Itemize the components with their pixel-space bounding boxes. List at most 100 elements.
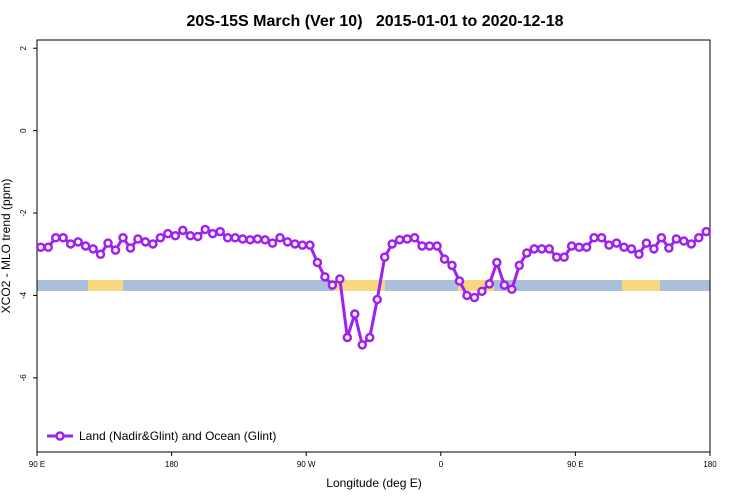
point <box>417 241 427 251</box>
point <box>230 233 240 243</box>
point <box>454 276 465 286</box>
point <box>215 226 225 237</box>
point <box>634 249 644 259</box>
point <box>581 242 592 252</box>
point <box>185 230 196 241</box>
point <box>133 234 143 244</box>
point <box>394 235 405 245</box>
x-tick-label: 90 E <box>567 460 583 469</box>
point <box>365 332 375 343</box>
x-tick-label: 180 <box>703 460 717 469</box>
point <box>522 248 532 258</box>
point <box>335 274 345 284</box>
x-axis-label: Longitude (deg E) <box>326 476 421 490</box>
point <box>372 294 382 305</box>
point <box>686 239 697 249</box>
point <box>664 243 674 253</box>
x-tick-label: 180 <box>165 460 179 469</box>
point <box>409 233 420 243</box>
point <box>611 238 622 248</box>
point <box>439 254 450 264</box>
point <box>260 235 270 245</box>
point <box>252 234 263 244</box>
y-tick-label: -6 <box>19 374 28 382</box>
point <box>544 244 554 254</box>
point <box>432 241 442 251</box>
point <box>447 260 457 271</box>
point <box>701 226 712 237</box>
legend-label: Land (Nadir&Glint) and Ocean (Glint) <box>79 429 276 443</box>
y-tick-label: -2 <box>19 209 28 217</box>
point <box>499 280 510 290</box>
point <box>649 244 659 254</box>
point <box>320 272 330 282</box>
surface-strip <box>37 280 710 291</box>
point <box>35 242 46 252</box>
point <box>626 244 637 254</box>
point <box>566 241 577 251</box>
point <box>80 241 91 251</box>
point <box>387 239 397 249</box>
point <box>424 241 435 251</box>
point <box>619 242 629 252</box>
point <box>110 245 121 255</box>
chart-title: 20S-15S March (Ver 10) 2015-01-01 to 202… <box>186 13 563 30</box>
point <box>95 249 106 259</box>
point <box>207 228 218 239</box>
y-tick-label: -4 <box>19 291 28 299</box>
point <box>641 238 652 248</box>
point <box>671 234 682 244</box>
point <box>125 243 136 253</box>
point <box>357 340 368 350</box>
point <box>222 233 233 243</box>
point <box>679 236 689 246</box>
legend-marker <box>55 431 65 441</box>
point <box>507 284 517 295</box>
x-tick-label: 90 E <box>29 460 45 469</box>
point <box>200 224 210 235</box>
point <box>178 225 188 236</box>
point <box>537 244 547 254</box>
point <box>484 279 495 289</box>
point <box>88 244 98 254</box>
point <box>596 233 607 243</box>
point <box>574 242 584 252</box>
point <box>50 233 61 243</box>
point <box>65 239 76 249</box>
point <box>193 231 203 242</box>
point <box>514 260 525 271</box>
point <box>559 252 569 262</box>
point <box>312 257 323 268</box>
point <box>43 242 53 252</box>
point <box>163 228 173 239</box>
point <box>604 240 614 250</box>
point <box>58 233 68 243</box>
point <box>477 286 487 297</box>
point <box>275 233 285 243</box>
point <box>656 233 667 243</box>
point <box>327 280 338 290</box>
point <box>103 238 113 248</box>
point <box>170 230 181 241</box>
point <box>462 290 472 301</box>
point <box>290 239 300 249</box>
x-tick-label: 0 <box>439 460 444 469</box>
point <box>529 244 540 254</box>
point <box>245 235 255 245</box>
y-axis-label: XCO2 - MLO trend (ppm) <box>0 179 13 314</box>
x-tick-label: 90 W <box>297 460 316 469</box>
point <box>551 252 562 262</box>
y-tick-label: 0 <box>19 128 28 133</box>
point <box>155 233 166 243</box>
point <box>305 240 315 250</box>
point <box>267 238 278 248</box>
point <box>589 233 599 243</box>
point <box>402 234 412 244</box>
point <box>73 237 83 247</box>
point <box>469 292 480 303</box>
point <box>492 257 502 268</box>
point <box>297 240 308 250</box>
point <box>148 239 158 249</box>
point <box>237 234 248 244</box>
